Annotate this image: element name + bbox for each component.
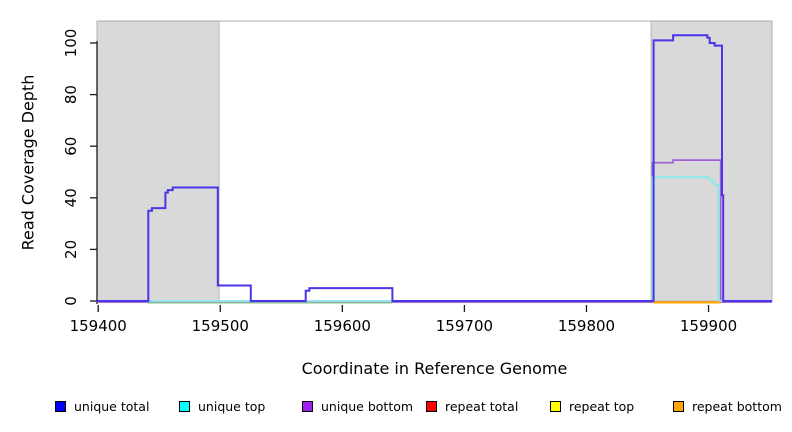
highlight-region	[96, 20, 220, 302]
y-tick-label: 80	[62, 85, 80, 104]
y-tick-label: 60	[62, 137, 80, 156]
y-tick-label: 100	[62, 29, 80, 58]
legend-swatch-repeat-top	[550, 400, 561, 412]
x-tick-label: 159400	[70, 317, 127, 335]
legend-item-repeat-total: repeat total	[426, 398, 518, 414]
x-tick-label: 159900	[680, 317, 737, 335]
legend-item-unique-total: unique total	[55, 398, 149, 414]
legend-label-unique-top: unique top	[198, 398, 266, 414]
legend-label-repeat-total: repeat total	[445, 398, 519, 414]
legend-label-unique-bottom: unique bottom	[321, 398, 414, 414]
x-tick-label: 159800	[558, 317, 615, 335]
legend-swatch-unique-top	[179, 400, 190, 412]
legend-item-repeat-top: repeat top	[550, 398, 634, 414]
y-axis-title: Read Coverage Depth	[18, 74, 38, 251]
legend-label-unique-total: unique total	[74, 398, 150, 414]
x-tick-label: 159700	[436, 317, 493, 335]
legend-item-repeat-bottom: repeat bottom	[673, 398, 782, 414]
highlight-region	[650, 20, 773, 302]
legend-item-unique-bottom: unique bottom	[302, 398, 413, 414]
x-tick-label: 159500	[192, 317, 249, 335]
legend-swatch-unique-total	[55, 400, 66, 412]
coverage-chart: 0 20 40 60 80 100 159400 159500 159600 159700 1598…	[62, 20, 773, 335]
legend-swatch-repeat-bottom	[673, 400, 684, 412]
series-line-unique-total	[97, 34, 772, 302]
y-tick-label: 40	[62, 188, 80, 207]
chart-legend: unique total unique top unique bottom repea…	[0, 398, 792, 420]
x-tick-label: 159600	[314, 317, 371, 335]
series-line-unique-top	[97, 176, 772, 302]
y-tick-label: 0	[62, 296, 80, 306]
legend-swatch-repeat-total	[426, 400, 437, 412]
legend-label-repeat-bottom: repeat bottom	[692, 398, 782, 414]
legend-label-repeat-top: repeat top	[569, 398, 635, 414]
legend-item-unique-top: unique top	[179, 398, 265, 414]
x-axis-title: Coordinate in Reference Genome	[301, 359, 568, 378]
y-tick-label: 20	[62, 240, 80, 259]
legend-swatch-unique-bottom	[302, 400, 313, 412]
